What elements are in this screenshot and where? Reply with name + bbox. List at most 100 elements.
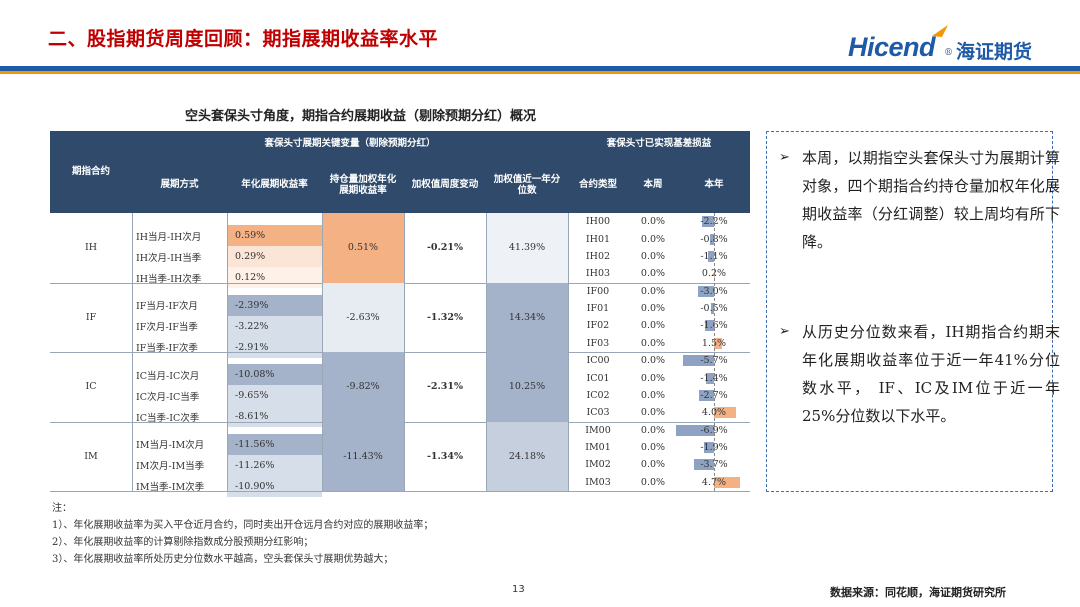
row-year: -1.6% <box>700 320 728 332</box>
row-method: IF当月-IF次月 <box>136 301 198 313</box>
row-contract-code: IH01 <box>585 233 611 245</box>
row-year: -1.9% <box>700 442 728 454</box>
row-week: 0.0% <box>640 424 666 436</box>
logo-reg: ® <box>944 48 953 58</box>
row-method: IC次月-IC当季 <box>136 391 200 403</box>
row-method: IC当月-IC次月 <box>136 370 200 382</box>
row-week: 0.0% <box>640 442 666 454</box>
row-week: 0.0% <box>640 303 666 315</box>
row-year: -5.7% <box>700 355 728 367</box>
row-annualized: -8.61% <box>227 406 322 428</box>
year-bar <box>699 389 714 401</box>
row-contract-code: IH00 <box>585 216 611 228</box>
header-rule-orange <box>0 71 1080 74</box>
row-oi-weighted: -11.43% <box>322 421 404 491</box>
row-year: -2.2% <box>700 216 728 228</box>
year-bar <box>711 303 714 315</box>
column-separator <box>568 213 569 491</box>
row-weekly-change: -1.34% <box>426 450 464 462</box>
year-bar <box>676 424 714 436</box>
row-week: 0.0% <box>640 233 666 245</box>
row-annualized: 0.59% <box>227 225 322 247</box>
row-annualized: -2.91% <box>227 336 322 358</box>
row-year: 1.5% <box>701 337 727 349</box>
footnote-3: 3）、年化展期收益率所处历史分位数水平越高，空头套保头寸展期优势越大； <box>52 554 394 565</box>
bullet-1-text: 本周，以期指空头套保头寸为展期计算对象，四个期指合约持仓量加权年化展期收益率（分… <box>802 149 1060 251</box>
header-contract-type: 合约类型 <box>568 157 628 213</box>
row-method: IC当季-IC次季 <box>136 412 200 424</box>
row-weekly-change: -2.31% <box>426 381 464 393</box>
row-week: 0.0% <box>640 407 666 419</box>
row-week: 0.0% <box>640 459 666 471</box>
row-contract-code: IH03 <box>585 268 611 280</box>
row-year: -1.1% <box>700 250 728 262</box>
year-bar <box>714 337 723 349</box>
row-oi-weighted: -2.63% <box>322 282 404 352</box>
header-method: 展期方式 <box>132 157 227 213</box>
year-bar <box>682 355 714 367</box>
row-year: -6.9% <box>700 424 728 436</box>
row-percentile: 24.18% <box>486 421 568 491</box>
table-caption: 空头套保头寸角度，期指合约展期收益（剔除预期分红）概况 <box>185 109 537 124</box>
data-source: 数据来源：同花顺，海证期货研究所 <box>830 586 1006 599</box>
row-contract-code: IF01 <box>586 303 610 315</box>
row-week: 0.0% <box>640 320 666 332</box>
footnote-title: 注： <box>52 503 72 514</box>
year-bar <box>703 442 714 454</box>
row-annualized: 0.12% <box>227 267 322 289</box>
row-method: IH当月-IH次月 <box>136 231 202 243</box>
row-year: -0.5% <box>700 303 728 315</box>
row-week: 0.0% <box>640 285 666 297</box>
footnote-2: 2）、年化展期收益率的计算剔除指数成分股预期分红影响； <box>52 537 314 548</box>
bullet-2-text: 从历史分位数来看，IH期指合约期末年化展期收益率位于近一年41%分位数水平， I… <box>802 323 1060 425</box>
page-title: 二、股指期货周度回顾：期指展期收益率水平 <box>48 28 439 50</box>
logo-sail-icon <box>932 25 948 37</box>
header-weekly-change: 加权值周度变动 <box>404 157 486 213</box>
row-percentile: 10.25% <box>486 352 568 422</box>
row-method: IM当季-IM次季 <box>136 482 205 494</box>
commentary-box <box>766 131 1053 492</box>
row-week: 0.0% <box>640 216 666 228</box>
year-bar <box>714 476 740 488</box>
row-year: 4.0% <box>701 407 727 419</box>
row-annualized: -2.39% <box>227 294 322 316</box>
row-annualized: -11.56% <box>227 433 322 455</box>
logo-brand: Hicend <box>848 32 936 62</box>
row-annualized: -3.22% <box>227 315 322 337</box>
row-method: IH次月-IH当季 <box>136 252 202 264</box>
footnote-1: 1）、年化展期收益率为买入平仓近月合约，同时卖出开仓远月合约对应的展期收益率； <box>52 520 434 531</box>
row-weekly-change: -1.32% <box>426 311 464 323</box>
row-contract-code: IF00 <box>586 285 610 297</box>
row-annualized: -11.26% <box>227 454 322 476</box>
header-group-basis-pnl: 套保头寸已实现基差损益 <box>568 131 750 157</box>
year-bar <box>697 285 714 297</box>
row-year: 4.7% <box>701 476 727 488</box>
column-separator <box>322 213 323 491</box>
rollover-table: 期指合约 套保头寸展期关键变量（剔除预期分红） 套保头寸已实现基差损益 展期方式… <box>50 131 750 497</box>
row-year: -1.4% <box>700 372 728 384</box>
header-contract: 期指合约 <box>50 131 132 213</box>
row-year: -2.7% <box>700 389 728 401</box>
row-weekly-change: -0.21% <box>426 242 464 254</box>
row-annualized: -10.08% <box>227 364 322 386</box>
row-contract-name: IM <box>84 450 98 462</box>
row-contract-code: IF03 <box>586 337 610 349</box>
row-contract-code: IM02 <box>585 459 611 471</box>
row-oi-weighted: -9.82% <box>322 352 404 422</box>
row-method: IH当季-IH次季 <box>136 273 202 285</box>
group-separator <box>50 491 750 492</box>
header-week: 本周 <box>628 157 678 213</box>
row-contract-code: IF02 <box>586 320 610 332</box>
year-bar <box>707 250 714 262</box>
row-percentile: 41.39% <box>486 213 568 283</box>
row-week: 0.0% <box>640 476 666 488</box>
year-bar <box>705 320 714 332</box>
header-rule <box>0 66 1080 74</box>
row-contract-code: IC00 <box>586 355 610 367</box>
column-separator <box>486 213 487 491</box>
row-annualized: 0.29% <box>227 246 322 268</box>
row-annualized: -9.65% <box>227 385 322 407</box>
arrow-bullet-icon: ➢ <box>779 324 790 339</box>
year-bar <box>706 372 714 384</box>
header-year: 本年 <box>678 157 750 213</box>
